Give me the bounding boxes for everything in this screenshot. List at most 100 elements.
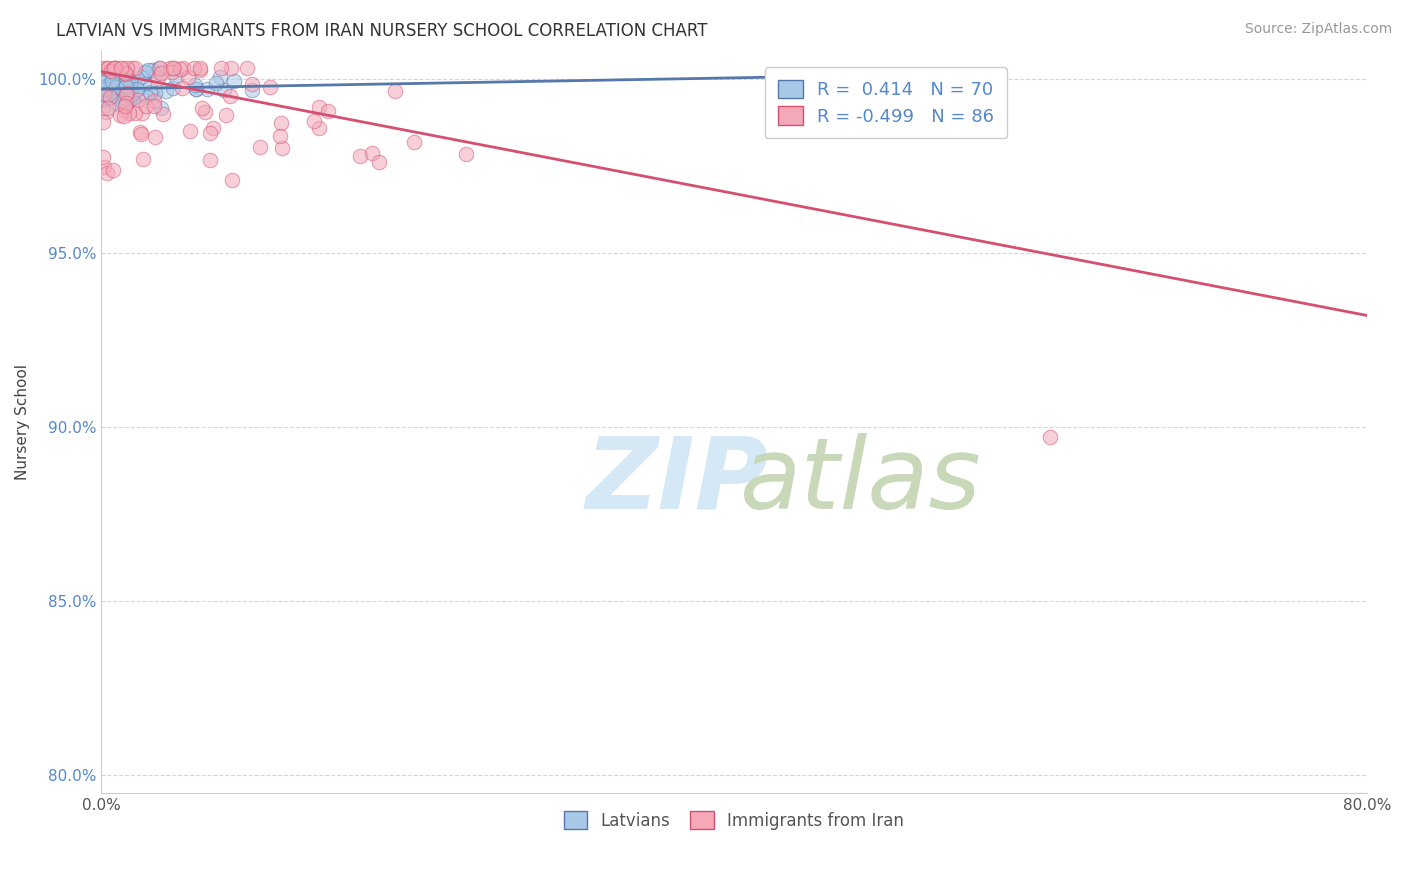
Point (146, 70, 169, 85)
Point (155, 84, 177, 98)
Point (143, 130, 166, 145)
Point (149, 61, 172, 75)
Point (148, 61, 170, 75)
Point (316, 103, 339, 118)
Text: atlas: atlas (740, 433, 981, 530)
Point (240, 83, 263, 97)
Point (404, 136, 426, 150)
Point (172, 61, 194, 75)
Point (361, 146, 384, 161)
Point (190, 61, 212, 75)
Point (129, 127, 152, 141)
Point (125, 82, 148, 96)
Point (170, 80, 193, 95)
Point (114, 90, 136, 104)
Point (124, 61, 146, 75)
Point (100, 78, 122, 93)
Point (184, 78, 207, 93)
Point (104, 61, 127, 75)
Point (219, 61, 242, 75)
Point (120, 75, 142, 89)
Point (120, 88, 142, 103)
Point (160, 64, 183, 78)
Point (100, 64, 122, 78)
Point (249, 140, 271, 154)
Point (96, 166, 118, 180)
Point (195, 82, 218, 96)
Point (384, 85, 406, 99)
Point (112, 78, 135, 93)
Point (269, 129, 291, 144)
Point (97, 61, 120, 75)
Point (121, 90, 143, 104)
Point (111, 67, 134, 81)
Point (183, 61, 205, 75)
Point (98, 63, 121, 78)
Point (105, 72, 128, 87)
Point (91, 61, 114, 75)
Point (114, 104, 136, 119)
Point (143, 86, 166, 100)
Point (115, 87, 138, 102)
Point (91, 115, 114, 129)
Point (103, 61, 125, 75)
Y-axis label: Nursery School: Nursery School (15, 364, 30, 480)
Point (135, 65, 157, 79)
Point (184, 82, 207, 96)
Point (179, 123, 201, 137)
Point (115, 78, 138, 93)
Point (145, 67, 167, 81)
Point (188, 63, 211, 78)
Point (136, 62, 159, 77)
Point (1039, 430, 1062, 444)
Point (112, 82, 135, 96)
Point (150, 66, 173, 80)
Point (142, 94, 165, 108)
Point (112, 109, 135, 123)
Point (108, 81, 131, 95)
Point (150, 101, 173, 115)
Point (128, 125, 150, 139)
Point (209, 61, 232, 75)
Point (142, 99, 165, 113)
Point (103, 87, 125, 101)
Point (135, 90, 157, 104)
Point (120, 85, 142, 99)
Point (108, 108, 131, 122)
Point (115, 86, 138, 100)
Point (108, 88, 131, 103)
Point (152, 107, 174, 121)
Point (110, 61, 132, 75)
Point (162, 61, 184, 75)
Point (186, 82, 208, 96)
Point (198, 127, 221, 141)
Point (101, 73, 124, 87)
Text: Source: ZipAtlas.com: Source: ZipAtlas.com (1244, 22, 1392, 37)
Point (198, 153, 221, 167)
Point (205, 76, 228, 90)
Text: ZIP: ZIP (585, 433, 769, 530)
Point (93, 86, 115, 100)
Point (208, 70, 231, 85)
Point (108, 96, 131, 111)
Point (96, 88, 118, 103)
Point (308, 100, 330, 114)
Point (201, 121, 224, 136)
Point (93, 67, 115, 81)
Point (98, 76, 121, 90)
Point (93, 75, 115, 89)
Point (169, 62, 191, 76)
Point (236, 61, 259, 75)
Point (104, 61, 127, 75)
Point (118, 94, 141, 108)
Point (91, 150, 114, 164)
Point (111, 85, 134, 99)
Point (111, 61, 134, 75)
Point (127, 74, 149, 88)
Point (308, 121, 330, 136)
Point (114, 95, 136, 110)
Point (115, 61, 138, 75)
Point (93, 87, 115, 101)
Point (115, 82, 138, 96)
Point (97, 101, 120, 115)
